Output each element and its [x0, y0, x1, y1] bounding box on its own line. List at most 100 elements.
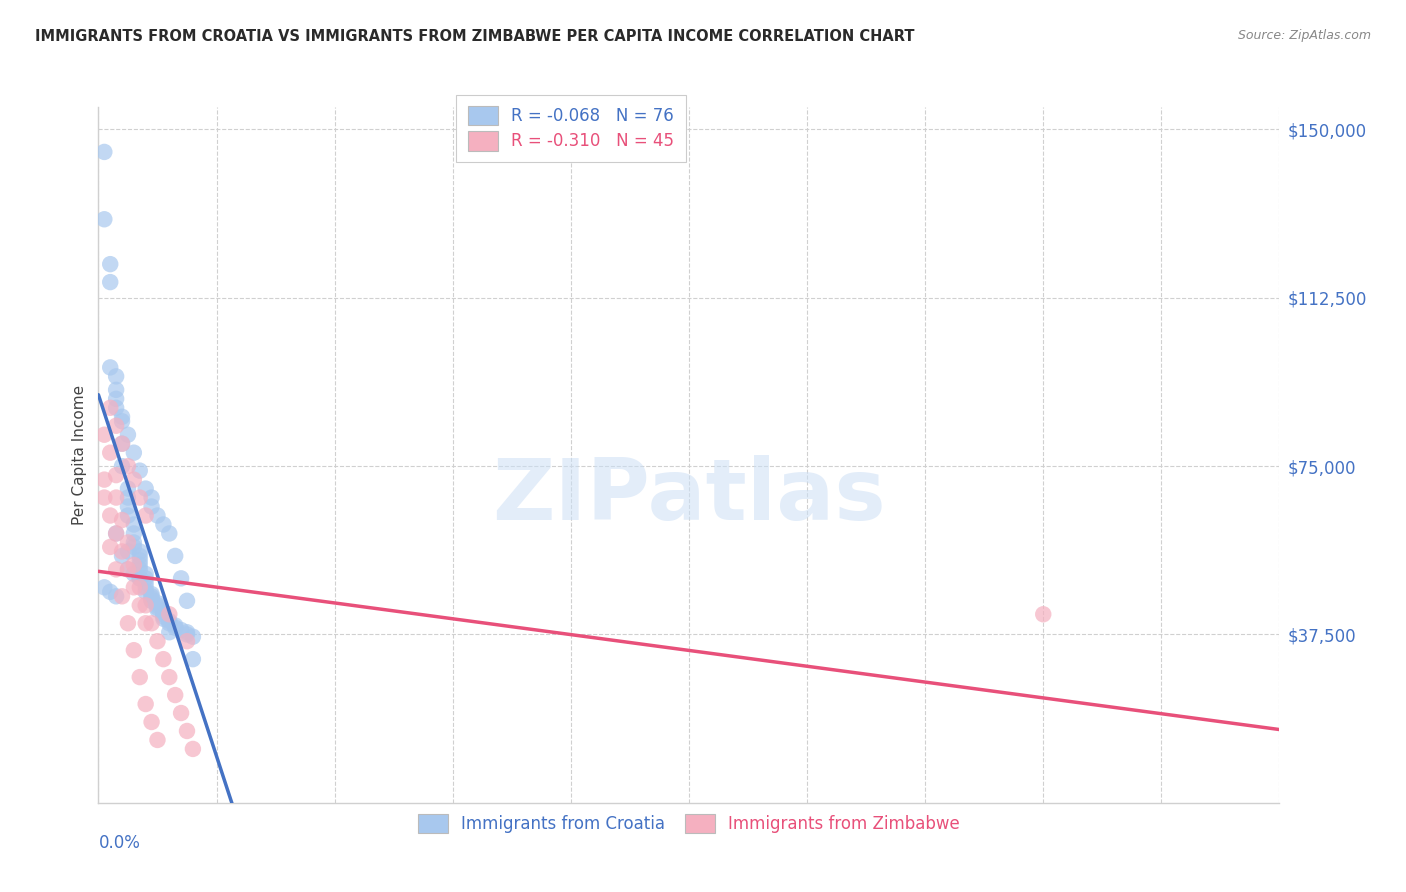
Point — [146, 508, 169, 523]
Point — [135, 599, 157, 613]
Point — [117, 616, 139, 631]
Point — [135, 584, 157, 599]
Point — [122, 643, 145, 657]
Point — [117, 508, 139, 523]
Point — [105, 468, 128, 483]
Point — [181, 652, 204, 666]
Point — [117, 427, 139, 442]
Point — [170, 706, 193, 720]
Point — [152, 605, 174, 619]
Point — [117, 459, 139, 474]
Point — [122, 558, 145, 572]
Point — [105, 401, 128, 415]
Point — [146, 733, 169, 747]
Point — [1032, 607, 1054, 622]
Point — [152, 517, 174, 532]
Point — [122, 517, 145, 532]
Point — [117, 562, 139, 576]
Point — [105, 526, 128, 541]
Point — [105, 491, 128, 505]
Point — [111, 544, 134, 558]
Point — [128, 558, 150, 572]
Point — [135, 580, 157, 594]
Point — [181, 630, 204, 644]
Point — [122, 580, 145, 594]
Text: ZIPatlas: ZIPatlas — [492, 455, 886, 538]
Legend: Immigrants from Croatia, Immigrants from Zimbabwe: Immigrants from Croatia, Immigrants from… — [411, 807, 967, 839]
Point — [111, 549, 134, 563]
Point — [128, 549, 150, 563]
Point — [152, 652, 174, 666]
Point — [128, 562, 150, 576]
Y-axis label: Per Capita Income: Per Capita Income — [72, 384, 87, 525]
Point — [128, 599, 150, 613]
Point — [176, 627, 198, 641]
Point — [98, 540, 121, 554]
Point — [117, 491, 139, 505]
Point — [117, 500, 139, 514]
Point — [122, 445, 145, 459]
Point — [117, 482, 139, 496]
Point — [176, 634, 198, 648]
Point — [111, 513, 134, 527]
Point — [135, 571, 157, 585]
Point — [135, 482, 157, 496]
Point — [135, 566, 157, 581]
Point — [152, 612, 174, 626]
Point — [105, 383, 128, 397]
Point — [93, 145, 115, 159]
Point — [146, 600, 169, 615]
Point — [141, 591, 163, 606]
Point — [135, 697, 157, 711]
Point — [165, 688, 187, 702]
Point — [146, 634, 169, 648]
Point — [93, 212, 115, 227]
Point — [105, 369, 128, 384]
Point — [141, 590, 163, 604]
Point — [98, 275, 121, 289]
Point — [165, 621, 187, 635]
Point — [170, 623, 193, 637]
Point — [176, 625, 198, 640]
Point — [111, 590, 134, 604]
Point — [135, 508, 157, 523]
Point — [128, 580, 150, 594]
Point — [117, 535, 139, 549]
Text: Source: ZipAtlas.com: Source: ZipAtlas.com — [1237, 29, 1371, 43]
Point — [105, 590, 128, 604]
Point — [141, 500, 163, 514]
Point — [135, 616, 157, 631]
Point — [122, 540, 145, 554]
Point — [122, 473, 145, 487]
Point — [128, 571, 150, 585]
Point — [122, 566, 145, 581]
Point — [93, 491, 115, 505]
Point — [170, 571, 193, 585]
Point — [135, 575, 157, 590]
Point — [98, 360, 121, 375]
Point — [122, 526, 145, 541]
Point — [152, 609, 174, 624]
Point — [111, 409, 134, 424]
Point — [98, 401, 121, 415]
Point — [157, 526, 180, 541]
Point — [98, 584, 121, 599]
Point — [93, 427, 115, 442]
Point — [141, 616, 163, 631]
Point — [165, 549, 187, 563]
Point — [141, 491, 163, 505]
Point — [122, 535, 145, 549]
Point — [128, 670, 150, 684]
Text: 0.0%: 0.0% — [98, 834, 141, 852]
Point — [141, 714, 163, 729]
Point — [117, 562, 139, 576]
Point — [157, 616, 180, 631]
Point — [181, 742, 204, 756]
Point — [111, 459, 134, 474]
Point — [98, 445, 121, 459]
Point — [141, 594, 163, 608]
Point — [176, 723, 198, 738]
Point — [111, 436, 134, 450]
Point — [157, 625, 180, 640]
Point — [93, 473, 115, 487]
